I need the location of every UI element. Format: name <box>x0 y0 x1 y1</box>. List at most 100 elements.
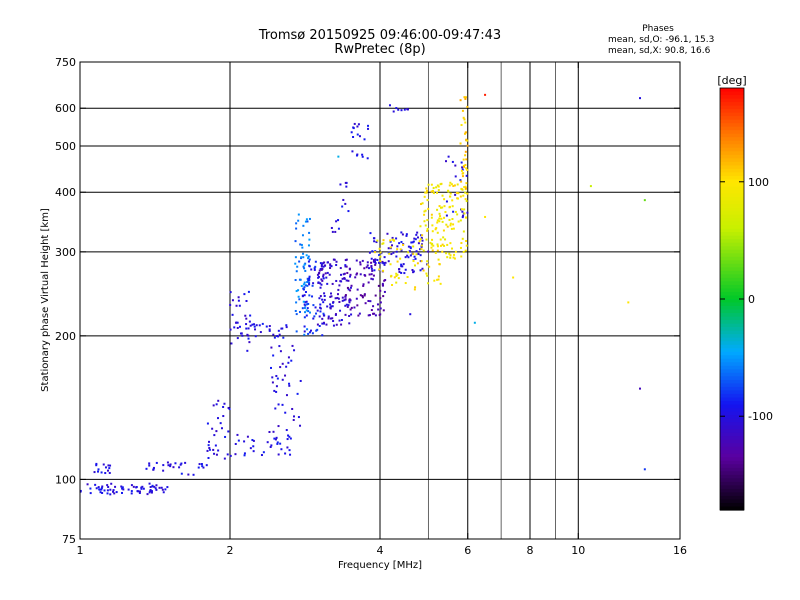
data-point <box>408 250 411 253</box>
data-point <box>374 263 377 266</box>
colorbar-segment <box>720 260 744 265</box>
data-point <box>392 238 395 241</box>
data-point <box>308 258 311 261</box>
data-point <box>192 473 195 476</box>
data-point <box>246 435 249 438</box>
data-point <box>420 234 423 237</box>
data-point <box>208 440 211 443</box>
data-point <box>453 184 456 187</box>
data-point <box>338 319 341 322</box>
data-point <box>314 260 317 263</box>
data-point <box>359 294 362 297</box>
data-point <box>383 256 386 259</box>
data-point <box>425 191 428 194</box>
data-point <box>152 466 155 469</box>
data-point <box>457 192 460 195</box>
colorbar-segment <box>720 358 744 363</box>
data-point <box>382 239 385 242</box>
data-point <box>420 248 423 251</box>
data-point <box>438 263 441 266</box>
data-point <box>245 323 248 326</box>
data-point <box>115 491 118 494</box>
colorbar-segment <box>720 453 744 458</box>
data-point <box>98 488 101 491</box>
data-point <box>237 439 240 442</box>
data-point <box>450 183 453 186</box>
data-point <box>322 275 325 278</box>
data-point <box>344 304 347 307</box>
data-point <box>294 262 297 265</box>
data-point <box>295 270 298 273</box>
data-point <box>423 213 426 216</box>
data-point <box>285 326 288 329</box>
data-point <box>391 236 394 239</box>
data-point <box>421 234 424 237</box>
data-point <box>446 243 449 246</box>
colorbar-segment <box>720 334 744 339</box>
data-point <box>456 197 459 200</box>
outlier-point <box>512 276 515 279</box>
colorbar-segment <box>720 478 744 483</box>
data-point <box>109 493 112 496</box>
colorbar-segment <box>720 102 744 107</box>
data-point <box>448 205 451 208</box>
data-point <box>332 320 335 323</box>
data-point <box>398 268 401 271</box>
data-point <box>455 191 458 194</box>
data-point <box>452 227 455 230</box>
data-point <box>429 241 432 244</box>
data-point <box>463 208 466 211</box>
data-point <box>460 242 463 245</box>
data-point <box>243 293 246 296</box>
data-point <box>162 491 165 494</box>
colorbar-segment <box>720 383 744 388</box>
data-point <box>261 322 264 325</box>
data-point <box>398 270 401 273</box>
data-point <box>289 437 292 440</box>
data-point <box>100 488 103 491</box>
data-point <box>337 288 340 291</box>
colorbar-segment <box>720 225 744 230</box>
data-point <box>313 267 316 270</box>
colorbar-segment <box>720 488 744 494</box>
data-point <box>335 323 338 326</box>
data-point <box>381 282 384 285</box>
data-point <box>389 240 392 243</box>
data-point <box>381 284 384 287</box>
data-point <box>108 471 111 474</box>
data-point <box>276 377 279 380</box>
data-point <box>348 301 351 304</box>
data-point <box>321 322 324 325</box>
data-point <box>355 297 358 300</box>
data-point <box>366 261 369 264</box>
data-point <box>389 263 392 266</box>
data-point <box>262 451 265 454</box>
data-point <box>379 255 382 258</box>
data-point <box>363 267 366 270</box>
data-point <box>414 238 417 241</box>
data-point <box>308 238 311 241</box>
colorbar-segment <box>720 179 744 184</box>
data-point <box>421 239 424 242</box>
data-point <box>396 273 399 276</box>
data-point <box>355 259 358 262</box>
colorbar-segment <box>720 390 744 395</box>
colorbar-segment <box>720 506 744 511</box>
data-point <box>419 269 422 272</box>
data-point <box>341 277 344 280</box>
outlier-point <box>639 387 642 390</box>
data-point <box>329 317 332 320</box>
data-point <box>94 483 97 486</box>
colorbar-segment <box>720 411 744 416</box>
data-point <box>343 272 346 275</box>
data-point <box>375 241 378 244</box>
data-point <box>454 164 457 167</box>
data-point <box>272 333 275 336</box>
data-point <box>374 262 377 265</box>
data-point <box>386 232 389 235</box>
data-point <box>347 288 350 291</box>
data-point <box>395 272 398 275</box>
data-point <box>121 486 124 489</box>
data-point <box>461 175 464 178</box>
data-point <box>211 427 214 430</box>
